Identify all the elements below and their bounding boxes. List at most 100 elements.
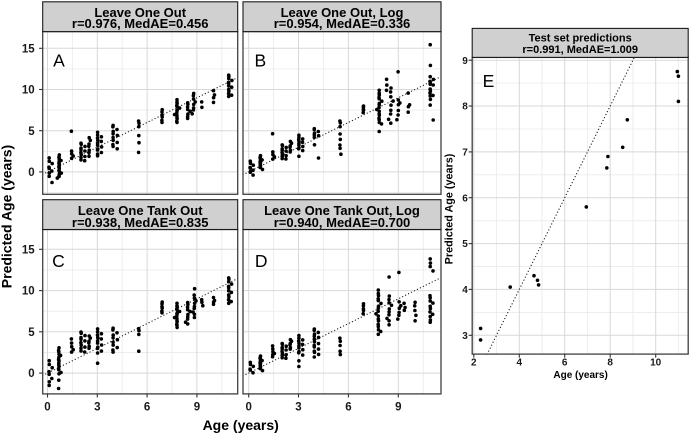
data-point: [428, 257, 433, 261]
data-point: [211, 302, 216, 307]
data-point: [312, 345, 317, 349]
data-point: [389, 103, 393, 107]
points-group: [478, 69, 681, 342]
data-point: [428, 42, 433, 47]
grid-layer-A: [42, 31, 238, 195]
data-point: [316, 129, 321, 134]
data-point: [251, 173, 255, 177]
data-point: [271, 347, 275, 351]
data-point: [175, 301, 179, 306]
data-point: [376, 288, 381, 292]
data-point: [413, 319, 417, 323]
data-point: [79, 142, 83, 147]
data-point: [248, 166, 253, 170]
data-point: [185, 116, 190, 121]
data-point: [229, 93, 234, 97]
data-point: [79, 158, 83, 162]
data-point: [300, 342, 305, 347]
y-tick-label-C-10: 10: [22, 286, 35, 298]
y-tick-label-E-9: 9: [462, 56, 468, 67]
data-point: [508, 285, 512, 289]
data-point: [192, 293, 196, 297]
data-point: [384, 88, 389, 93]
data-point: [430, 312, 435, 317]
data-point: [300, 338, 305, 342]
data-point: [185, 317, 190, 321]
data-point: [137, 332, 141, 337]
data-point: [376, 309, 381, 314]
data-point: [226, 94, 231, 99]
grid-major: [42, 31, 238, 195]
data-point: [413, 300, 417, 305]
data-point: [387, 297, 391, 302]
data-point: [79, 349, 83, 353]
data-point: [428, 306, 433, 311]
data-point: [316, 133, 321, 138]
data-point: [284, 356, 288, 361]
data-point: [386, 117, 391, 122]
data-point: [338, 143, 342, 147]
data-point: [191, 108, 196, 112]
strip-subtitle-B: r=0.954, MedAE=0.336: [274, 16, 411, 31]
y-tick-label-E-5: 5: [462, 239, 468, 250]
data-point: [338, 146, 342, 151]
panel-bg-C: [42, 229, 238, 394]
data-point: [296, 146, 301, 151]
y-tick-label-C-15: 15: [22, 244, 35, 256]
data-point: [387, 307, 392, 311]
data-point: [377, 113, 382, 118]
data-point: [79, 155, 83, 160]
data-point: [297, 333, 301, 338]
strip-title-D: Leave One Tank Out, Log: [264, 203, 420, 218]
data-point: [387, 275, 391, 279]
axis-layer-C: [39, 248, 198, 398]
data-point: [111, 144, 115, 149]
data-point: [190, 112, 194, 116]
data-point: [226, 297, 231, 302]
data-point: [397, 313, 401, 318]
data-point: [211, 295, 216, 300]
data-point: [376, 324, 381, 329]
data-point: [95, 143, 100, 147]
data-point: [137, 124, 141, 129]
data-point: [391, 99, 395, 103]
x-tick-label-D-3: 3: [295, 402, 301, 414]
data-point: [377, 118, 382, 122]
data-point: [260, 167, 265, 172]
data-point: [397, 310, 401, 315]
data-point: [47, 159, 52, 164]
data-point: [676, 74, 681, 78]
grid-minor: [42, 31, 238, 195]
data-point: [175, 97, 179, 102]
data-point: [406, 104, 411, 109]
data-point: [83, 144, 87, 149]
axis-title-left_block_x: Age (years): [203, 417, 279, 433]
y-tick-label-E-6: 6: [462, 193, 468, 204]
grid-major: [42, 229, 238, 394]
data-point: [431, 301, 435, 305]
data-point: [280, 355, 285, 360]
data-point: [69, 149, 74, 153]
data-point: [338, 137, 343, 142]
data-point: [380, 99, 384, 103]
data-point: [95, 341, 100, 345]
data-point: [406, 110, 411, 114]
data-point: [160, 306, 164, 310]
x-tick-label-E-4: 4: [517, 357, 523, 368]
data-point: [160, 311, 164, 315]
data-point: [270, 131, 275, 136]
data-point: [338, 132, 342, 136]
data-point: [284, 145, 289, 150]
data-point: [83, 339, 87, 343]
data-point: [297, 346, 301, 350]
data-point: [47, 372, 51, 377]
data-point: [111, 333, 115, 337]
data-point: [316, 341, 321, 346]
data-point: [137, 121, 141, 126]
data-point: [82, 158, 87, 163]
data-point: [395, 117, 399, 122]
data-point: [99, 139, 104, 144]
data-point: [625, 118, 630, 122]
data-point: [312, 334, 317, 339]
